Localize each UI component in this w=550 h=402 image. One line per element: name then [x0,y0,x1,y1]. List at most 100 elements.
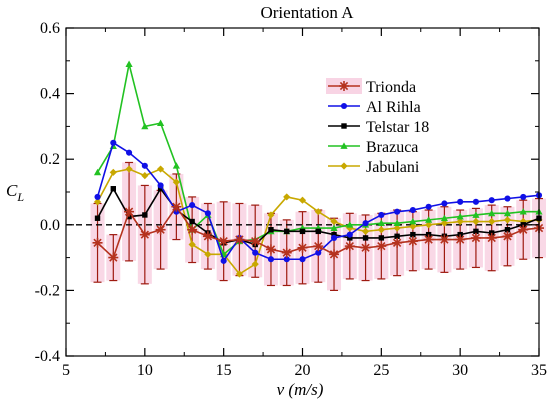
data-point [473,228,479,235]
legend-label: Al Rihla [366,99,421,116]
data-point [141,172,149,180]
data-point [109,168,117,176]
data-point [340,102,348,110]
data-point [455,234,466,245]
data-point [470,232,481,243]
data-point [503,216,512,224]
y-tick-label: 0.0 [40,217,60,234]
data-point [393,219,401,227]
data-point [125,165,133,173]
legend-item: Trionda [326,78,416,96]
data-point [157,119,165,126]
data-point [502,231,513,242]
data-point [329,249,340,260]
data-point [394,233,400,239]
legend-item: Telstar 18 [328,119,429,136]
legend-item: Brazuca [328,139,418,156]
data-point [297,242,308,253]
data-point [457,198,464,205]
data-point [439,234,450,245]
data-point [361,227,370,235]
data-point [92,237,103,248]
data-point [172,178,180,186]
data-point [267,211,275,219]
data-point [423,234,434,245]
data-point [347,235,353,241]
data-point [298,196,307,204]
data-point [252,249,259,256]
x-axis-label: v (m/s) [277,380,324,399]
data-point [157,182,164,189]
data-point [378,211,385,219]
data-point [394,208,401,215]
data-point [410,231,416,238]
data-point [472,211,480,218]
data-point [362,235,369,241]
data-point [202,231,213,242]
data-point [265,244,276,255]
data-point [520,193,527,200]
x-tick-label: 5 [62,362,70,379]
plot-area: 5 10 15 20 25 30 35 -0.4 -0.2 0.0 0.2 0.4 0.6 Trionda… [35,20,547,379]
data-point [108,252,119,263]
data-point [251,260,259,268]
data-point [488,209,496,217]
plot-frame [65,27,540,357]
data-point [313,241,324,252]
legend-label: Jabulani [366,159,420,176]
data-point [486,232,497,243]
data-point [204,210,211,217]
data-point [157,186,164,192]
data-point [331,231,337,238]
data-point [93,168,102,176]
data-point [518,224,529,235]
x-tick-label: 15 [216,362,232,379]
data-point [360,242,371,253]
data-point [504,227,511,233]
data-point [503,209,512,217]
data-point [314,208,322,216]
data-point [344,241,355,252]
data-point [519,208,527,215]
data-point [472,198,479,205]
data-point [376,241,387,252]
data-point [409,206,416,214]
data-point [189,202,196,209]
data-point [283,193,291,201]
legend-item: Al Rihla [328,99,421,116]
data-point [299,256,306,263]
data-point [315,228,321,235]
legend: Trionda Al Rihla Telstar 18 Brazuca Jabulani [326,78,429,176]
data-point [189,218,195,225]
data-point [393,224,401,232]
data-point [220,257,227,264]
data-point [407,236,418,247]
data-point [346,231,353,238]
series-4-group [93,165,543,278]
data-point [425,203,432,210]
data-point [93,198,102,206]
x-tick-label: 35 [531,362,547,379]
data-point [441,200,448,207]
data-point [110,139,117,146]
data-point [409,217,417,225]
legend-label: Brazuca [366,139,418,156]
data-point [472,217,480,226]
data-point [299,228,306,235]
data-point [250,236,261,247]
chart-title: Orientation A [260,3,354,22]
data-point [330,217,338,226]
data-point [425,216,433,223]
data-point [504,195,511,202]
x-tick-label: 10 [137,362,153,379]
data-point [124,206,135,217]
data-point [425,221,433,229]
x-tick-label: 20 [295,362,311,379]
data-point [142,212,148,218]
data-point [126,149,133,156]
data-point [488,197,495,204]
data-point [141,122,149,130]
y-axis-label-subscript: L [16,190,24,204]
legend-item: Jabulani [328,159,420,176]
